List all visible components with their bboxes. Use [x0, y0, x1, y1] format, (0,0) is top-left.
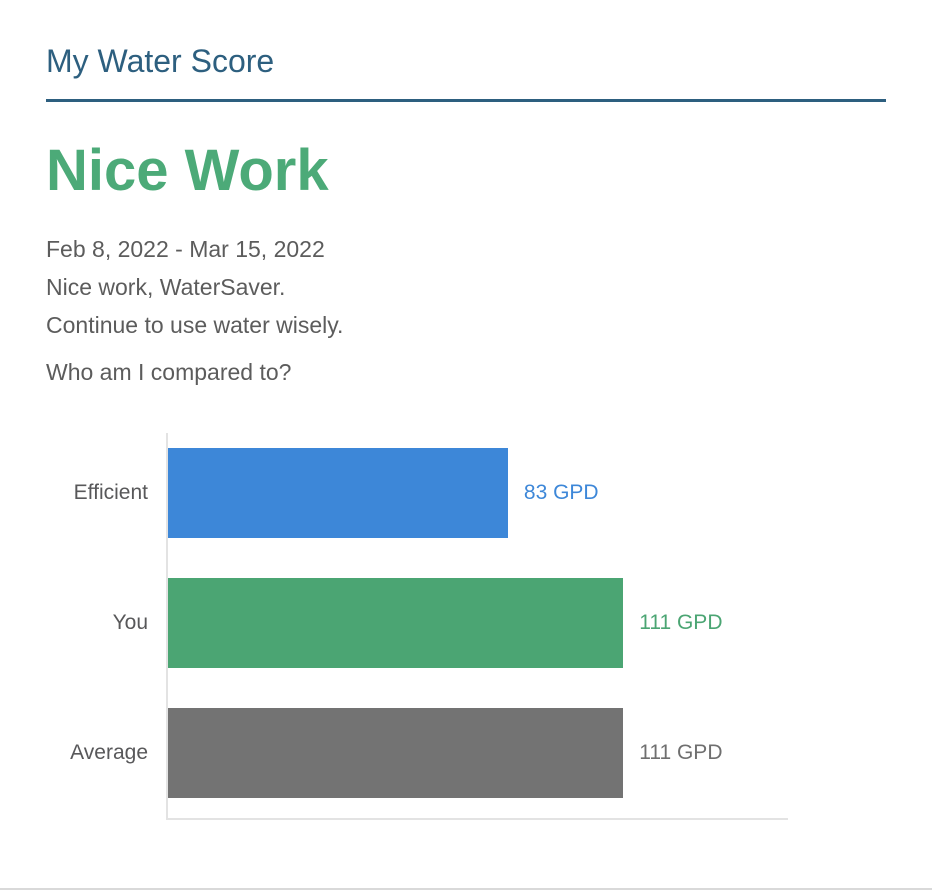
chart-value-label: 111 GPD — [639, 611, 723, 634]
chart-bar — [166, 578, 624, 668]
message-line-1: Nice work, WaterSaver. — [46, 274, 286, 300]
chart-value-label: 83 GPD — [523, 481, 599, 504]
page-content: My Water Score Nice Work Feb 8, 2022 - M… — [46, 43, 886, 820]
title-divider — [46, 99, 886, 102]
chart-category-label: Average — [70, 741, 148, 764]
chart-x-axis-line — [166, 818, 788, 820]
compare-question: Who am I compared to? — [46, 359, 292, 385]
message-line-2: Continue to use water wisely. — [46, 312, 344, 338]
chart-row: You 111 GPD — [46, 578, 788, 668]
chart-category-label: Efficient — [73, 481, 148, 504]
page-title: My Water Score — [46, 43, 275, 79]
chart-row: Efficient 83 GPD — [46, 448, 788, 538]
date-range: Feb 8, 2022 - Mar 15, 2022 — [46, 236, 325, 262]
chart-y-axis-line — [166, 433, 168, 819]
chart-category-label: You — [112, 611, 148, 634]
chart-bar-track: 111 GPD — [166, 708, 788, 798]
chart-bar-track: 111 GPD — [166, 578, 788, 668]
chart-rows: Efficient 83 GPD You 111 GPD Average 111… — [46, 433, 788, 798]
chart-bar — [166, 448, 508, 538]
chart-bar — [166, 708, 624, 798]
water-usage-bar-chart: Efficient 83 GPD You 111 GPD Average 111… — [46, 433, 788, 820]
chart-row: Average 111 GPD — [46, 708, 788, 798]
chart-value-label: 111 GPD — [639, 741, 723, 764]
chart-bar-track: 83 GPD — [166, 448, 788, 538]
intro-text-block: Feb 8, 2022 - Mar 15, 2022 Nice work, Wa… — [46, 230, 886, 344]
score-headline: Nice Work — [46, 138, 329, 203]
